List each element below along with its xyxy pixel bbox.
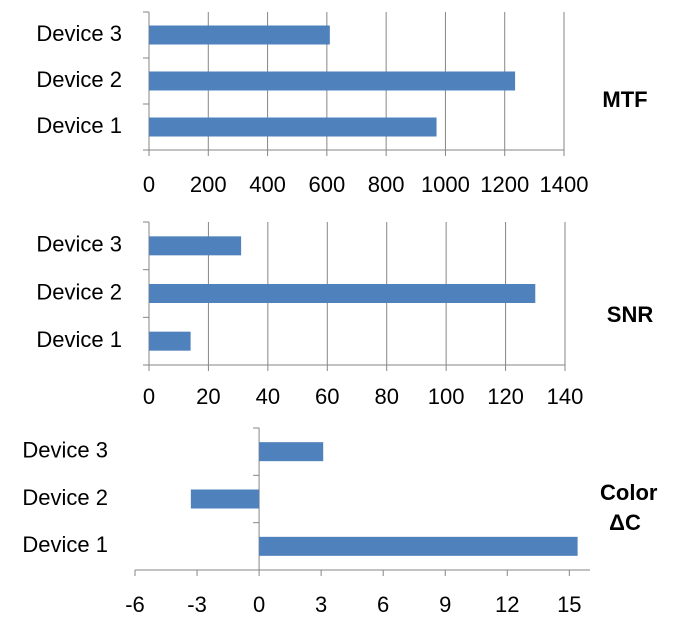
x-tick-label: 60 — [315, 384, 339, 409]
bar — [259, 536, 578, 556]
x-tick-label: 15 — [557, 592, 581, 617]
chart-title: Color ΔC — [600, 480, 658, 535]
x-tick-label: -6 — [125, 592, 145, 617]
x-tick-label: 1000 — [421, 172, 470, 197]
x-tick-label: 6 — [377, 592, 389, 617]
y-tick-label: Device 2 — [36, 67, 122, 92]
x-tick-label: 200 — [190, 172, 227, 197]
x-tick-label: 80 — [374, 384, 398, 409]
x-tick-label: 0 — [143, 384, 155, 409]
x-tick-label: 20 — [196, 384, 220, 409]
x-tick-label: 1400 — [540, 172, 589, 197]
y-tick-label: Device 3 — [22, 437, 108, 462]
bar — [149, 71, 516, 91]
x-tick-label: 400 — [249, 172, 286, 197]
x-tick-label: 140 — [547, 384, 584, 409]
x-tick-label: 3 — [315, 592, 327, 617]
x-tick-label: 600 — [308, 172, 345, 197]
x-tick-label: 120 — [487, 384, 524, 409]
y-tick-label: Device 2 — [36, 279, 122, 304]
x-tick-label: 40 — [256, 384, 280, 409]
bar — [149, 331, 191, 351]
bar — [149, 236, 242, 256]
y-tick-label: Device 1 — [22, 532, 108, 557]
x-tick-label: 1200 — [480, 172, 529, 197]
y-tick-label: Device 3 — [36, 232, 122, 257]
x-tick-label: 800 — [368, 172, 405, 197]
x-tick-label: 0 — [143, 172, 155, 197]
bar — [149, 117, 437, 137]
x-tick-label: -3 — [187, 592, 207, 617]
bar — [259, 442, 324, 462]
bar — [149, 284, 536, 303]
bar — [149, 25, 330, 45]
x-tick-label: 0 — [253, 592, 265, 617]
y-tick-label: Device 1 — [36, 113, 122, 138]
x-tick-label: 12 — [495, 592, 519, 617]
y-tick-label: Device 3 — [36, 21, 122, 46]
bar — [190, 489, 260, 509]
y-tick-label: Device 1 — [36, 327, 122, 352]
chart-title: SNR — [606, 302, 654, 327]
y-tick-label: Device 2 — [22, 485, 108, 510]
x-tick-label: 100 — [428, 384, 465, 409]
chart-title: MTF — [602, 87, 648, 112]
x-tick-label: 9 — [439, 592, 451, 617]
